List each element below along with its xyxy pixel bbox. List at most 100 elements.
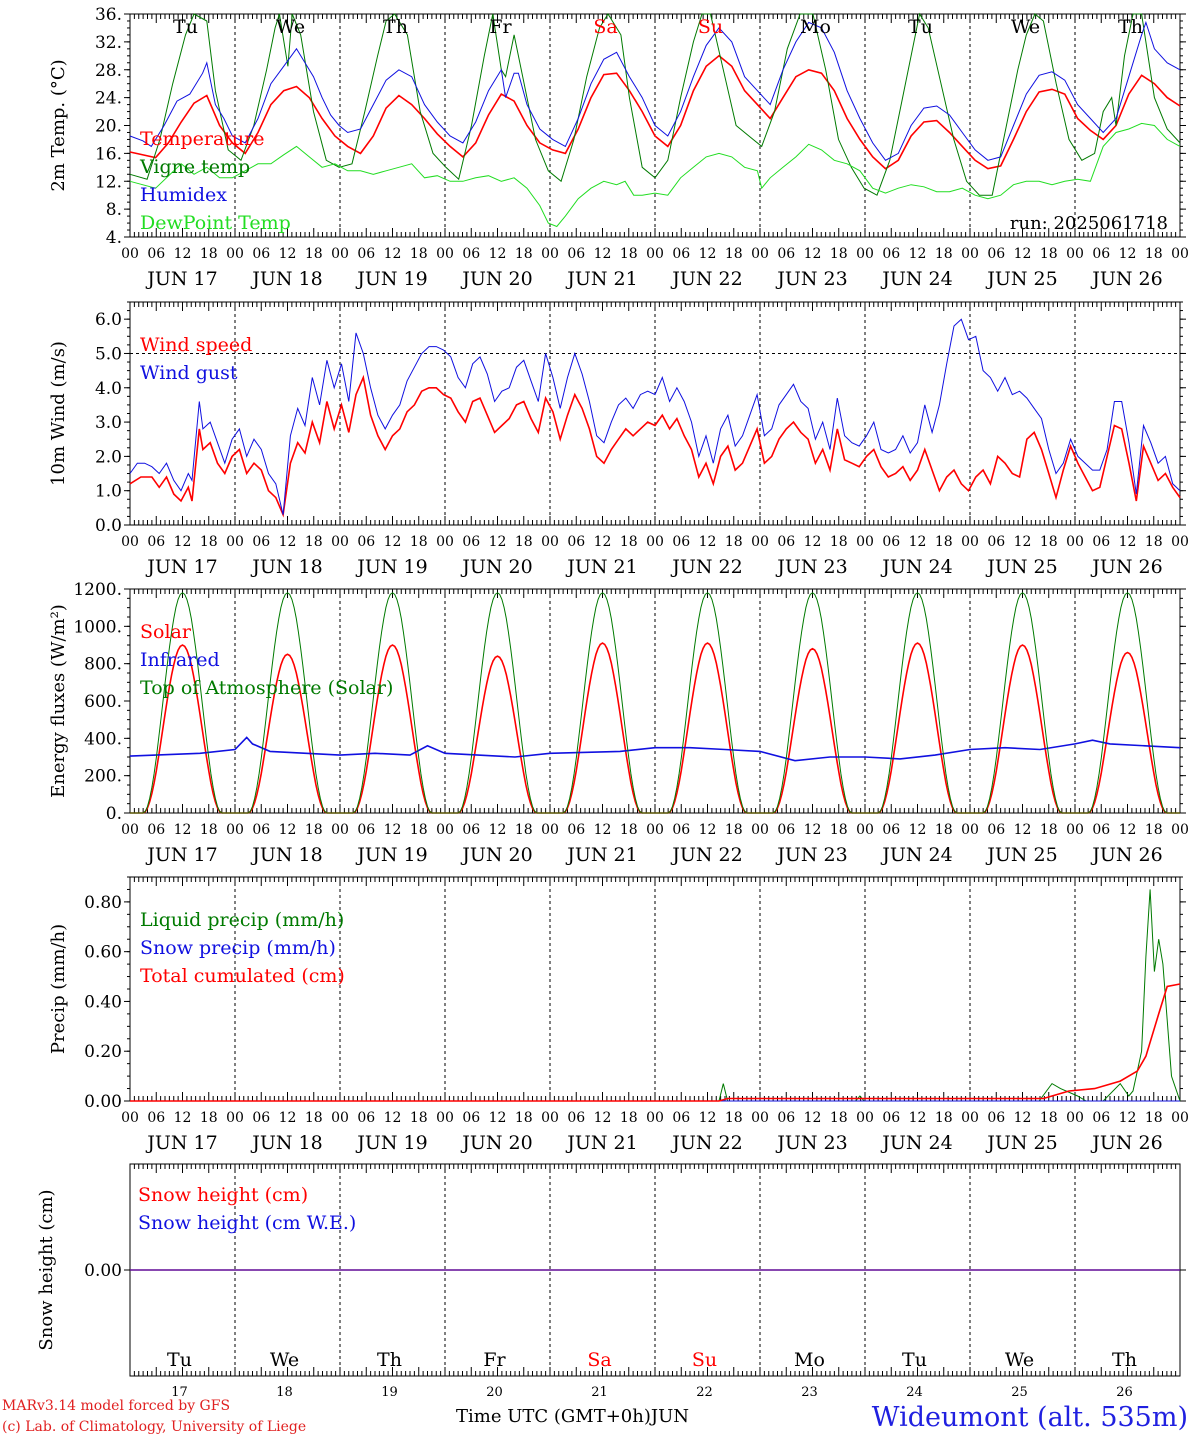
hour-label: 06: [462, 1110, 480, 1126]
date-label: JUN 18: [250, 1132, 322, 1154]
date-label: JUN 21: [565, 556, 637, 578]
y-tick-label: 16.: [95, 144, 122, 164]
hour-label: 00: [1171, 1110, 1189, 1126]
date-label: JUN 20: [460, 844, 532, 866]
hour-label: 06: [147, 822, 165, 838]
run-label: run: 2025061718: [1010, 213, 1168, 234]
hour-label: 18: [620, 534, 638, 550]
hour-label: 18: [725, 1110, 743, 1126]
hour-label: 06: [147, 534, 165, 550]
hour-label: 00: [961, 1110, 979, 1126]
panel-frame: [129, 588, 1181, 814]
hour-label: 12: [174, 1110, 192, 1126]
hour-label: 06: [1092, 1110, 1110, 1126]
hour-label: 06: [777, 246, 795, 262]
legend-wind-speed: Wind speed: [140, 334, 252, 356]
y-tick-label: 8.: [106, 200, 122, 220]
weekday-label: Su: [698, 16, 723, 38]
hour-label: 06: [882, 246, 900, 262]
date-label: JUN 21: [565, 268, 637, 290]
hour-label: 12: [279, 822, 297, 838]
hour-label: 18: [410, 822, 428, 838]
hour-label: 06: [462, 822, 480, 838]
hour-label: 00: [541, 822, 559, 838]
meteogram: 4. 8. 12. 16. 20. 24. 28. 32. 36. 2m Temp. (°C) Te…: [36, 5, 1189, 1400]
hour-label: 18: [1040, 246, 1058, 262]
hour-label: 00: [121, 1110, 139, 1126]
legend-snow-height-cm-: Snow height (cm): [138, 1184, 308, 1206]
hour-label: 06: [147, 246, 165, 262]
date-label: JUN 23: [775, 556, 847, 578]
hour-label: 18: [410, 1110, 428, 1126]
time-axis-label: Time UTC (GMT+0h): [456, 1406, 651, 1427]
date-label: JUN 23: [775, 268, 847, 290]
hour-label: 18: [200, 246, 218, 262]
hour-label: 12: [594, 246, 612, 262]
y-tick-label: 0.80: [84, 893, 122, 913]
y-tick-label: 0.: [106, 804, 122, 824]
day-number: 20: [486, 1385, 503, 1400]
hour-label: 12: [489, 1110, 507, 1126]
hour-label: 12: [699, 1110, 717, 1126]
hour-label: 00: [751, 1110, 769, 1126]
legend-humidex: Humidex: [140, 184, 227, 206]
hour-label: 18: [935, 822, 953, 838]
hour-label: 06: [252, 1110, 270, 1126]
weekday-label: Tu: [167, 1349, 192, 1371]
date-label: JUN 19: [355, 268, 427, 290]
date-label: JUN 19: [355, 844, 427, 866]
hour-label: 06: [987, 1110, 1005, 1126]
hour-label: 06: [1092, 534, 1110, 550]
hour-label: 06: [462, 246, 480, 262]
hour-label: 00: [331, 1110, 349, 1126]
legend-snow-precip-mm-h-: Snow precip (mm/h): [140, 937, 336, 959]
hour-label: 12: [909, 1110, 927, 1126]
hour-label: 18: [1145, 534, 1163, 550]
series-line-top-of-atmosphere-solar-: [130, 592, 1180, 814]
hour-label: 00: [961, 534, 979, 550]
hour-label: 06: [777, 534, 795, 550]
credit-lab: (c) Lab. of Climatology, University of L…: [2, 1419, 307, 1435]
hour-label: 18: [620, 822, 638, 838]
hour-label: 00: [856, 246, 874, 262]
weekday-label: Su: [692, 1349, 717, 1371]
legend-total-cumulated-cm-: Total cumulated (cm): [140, 965, 345, 987]
weekday-label: Th: [383, 16, 408, 38]
hour-label: 12: [489, 246, 507, 262]
day-number: 19: [381, 1385, 398, 1400]
hour-label: 18: [935, 534, 953, 550]
date-label: JUN 17: [145, 844, 217, 866]
hour-label: 18: [515, 534, 533, 550]
date-label: JUN 25: [985, 556, 1057, 578]
y-tick-label: 4.: [106, 228, 122, 248]
hour-label: 00: [226, 822, 244, 838]
hour-label: 00: [1066, 822, 1084, 838]
hour-label: 18: [200, 1110, 218, 1126]
hour-label: 18: [830, 822, 848, 838]
hour-label: 00: [541, 246, 559, 262]
date-label: JUN 24: [880, 844, 952, 866]
hour-label: 18: [1040, 822, 1058, 838]
hour-label: 00: [436, 822, 454, 838]
day-number: 18: [276, 1385, 293, 1400]
series-line-infrared: [129, 736, 1181, 762]
hour-label: 12: [804, 1110, 822, 1126]
date-label: JUN 19: [355, 1132, 427, 1154]
day-number: 25: [1011, 1385, 1028, 1400]
hour-label: 06: [1092, 246, 1110, 262]
hour-label: 12: [594, 822, 612, 838]
panel-frame: [129, 301, 1181, 526]
weekday-label: Mo: [800, 16, 831, 38]
weekday-label: Th: [1112, 1349, 1137, 1371]
date-label: JUN 24: [880, 1132, 952, 1154]
hour-label: 12: [804, 534, 822, 550]
hour-label: 00: [226, 534, 244, 550]
hour-label: 18: [515, 1110, 533, 1126]
hour-label: 00: [121, 246, 139, 262]
hour-label: 00: [541, 534, 559, 550]
weekday-label: Sa: [593, 16, 617, 38]
y-tick-label: 1.0: [95, 482, 122, 502]
hour-label: 18: [410, 534, 428, 550]
hour-label: 12: [1119, 1110, 1137, 1126]
weekday-label: We: [276, 16, 305, 38]
